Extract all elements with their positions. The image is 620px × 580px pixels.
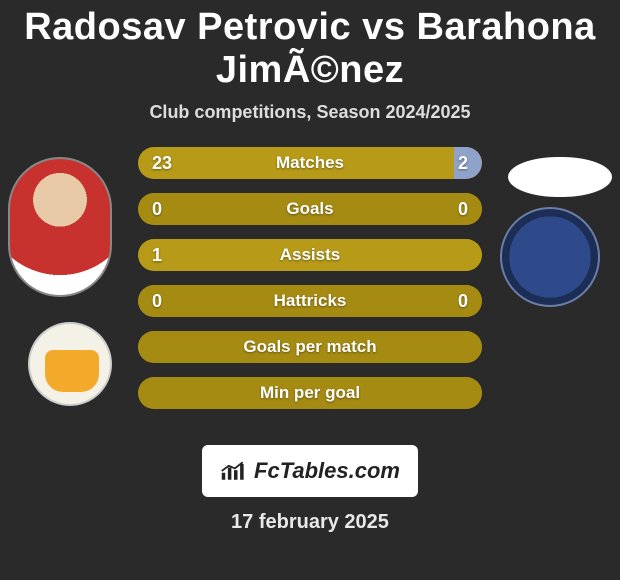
stat-bar: 232Matches <box>138 147 482 179</box>
chart-icon <box>220 460 248 482</box>
stat-label: Min per goal <box>138 377 482 409</box>
player-right-photo <box>508 157 612 197</box>
stat-bars: 232Matches 00Goals 1Assists 00Hattricks Goal… <box>138 147 482 423</box>
stat-label: Goals per match <box>138 331 482 363</box>
branding-text: FcTables.com <box>254 458 400 484</box>
page-title: Radosav Petrovic vs Barahona JimÃ©nez <box>0 0 620 92</box>
stat-label: Assists <box>138 239 482 271</box>
stat-label: Goals <box>138 193 482 225</box>
stat-bar: Min per goal <box>138 377 482 409</box>
stat-bar: 1Assists <box>138 239 482 271</box>
subtitle: Club competitions, Season 2024/2025 <box>0 102 620 123</box>
branding-badge: FcTables.com <box>202 445 418 497</box>
stat-bar: 00Goals <box>138 193 482 225</box>
stat-label: Matches <box>138 147 482 179</box>
date-text: 17 february 2025 <box>0 511 620 534</box>
club-right-badge <box>500 207 600 307</box>
player-left-photo <box>8 157 112 297</box>
club-left-badge <box>28 322 112 406</box>
stat-bar: 00Hattricks <box>138 285 482 317</box>
stat-label: Hattricks <box>138 285 482 317</box>
stats-area: 232Matches 00Goals 1Assists 00Hattricks Goal… <box>0 147 620 437</box>
stat-bar: Goals per match <box>138 331 482 363</box>
